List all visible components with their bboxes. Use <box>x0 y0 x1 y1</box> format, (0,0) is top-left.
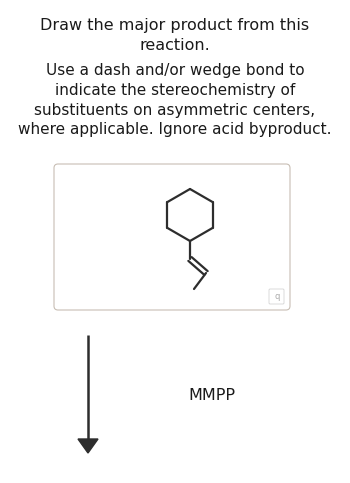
Text: MMPP: MMPP <box>188 387 235 402</box>
Text: q: q <box>275 292 280 301</box>
Text: Draw the major product from this
reaction.: Draw the major product from this reactio… <box>41 18 309 53</box>
FancyBboxPatch shape <box>269 289 284 304</box>
Text: Use a dash and/or wedge bond to
indicate the stereochemistry of
substituents on : Use a dash and/or wedge bond to indicate… <box>18 63 332 137</box>
Polygon shape <box>78 439 98 453</box>
FancyBboxPatch shape <box>54 164 290 310</box>
